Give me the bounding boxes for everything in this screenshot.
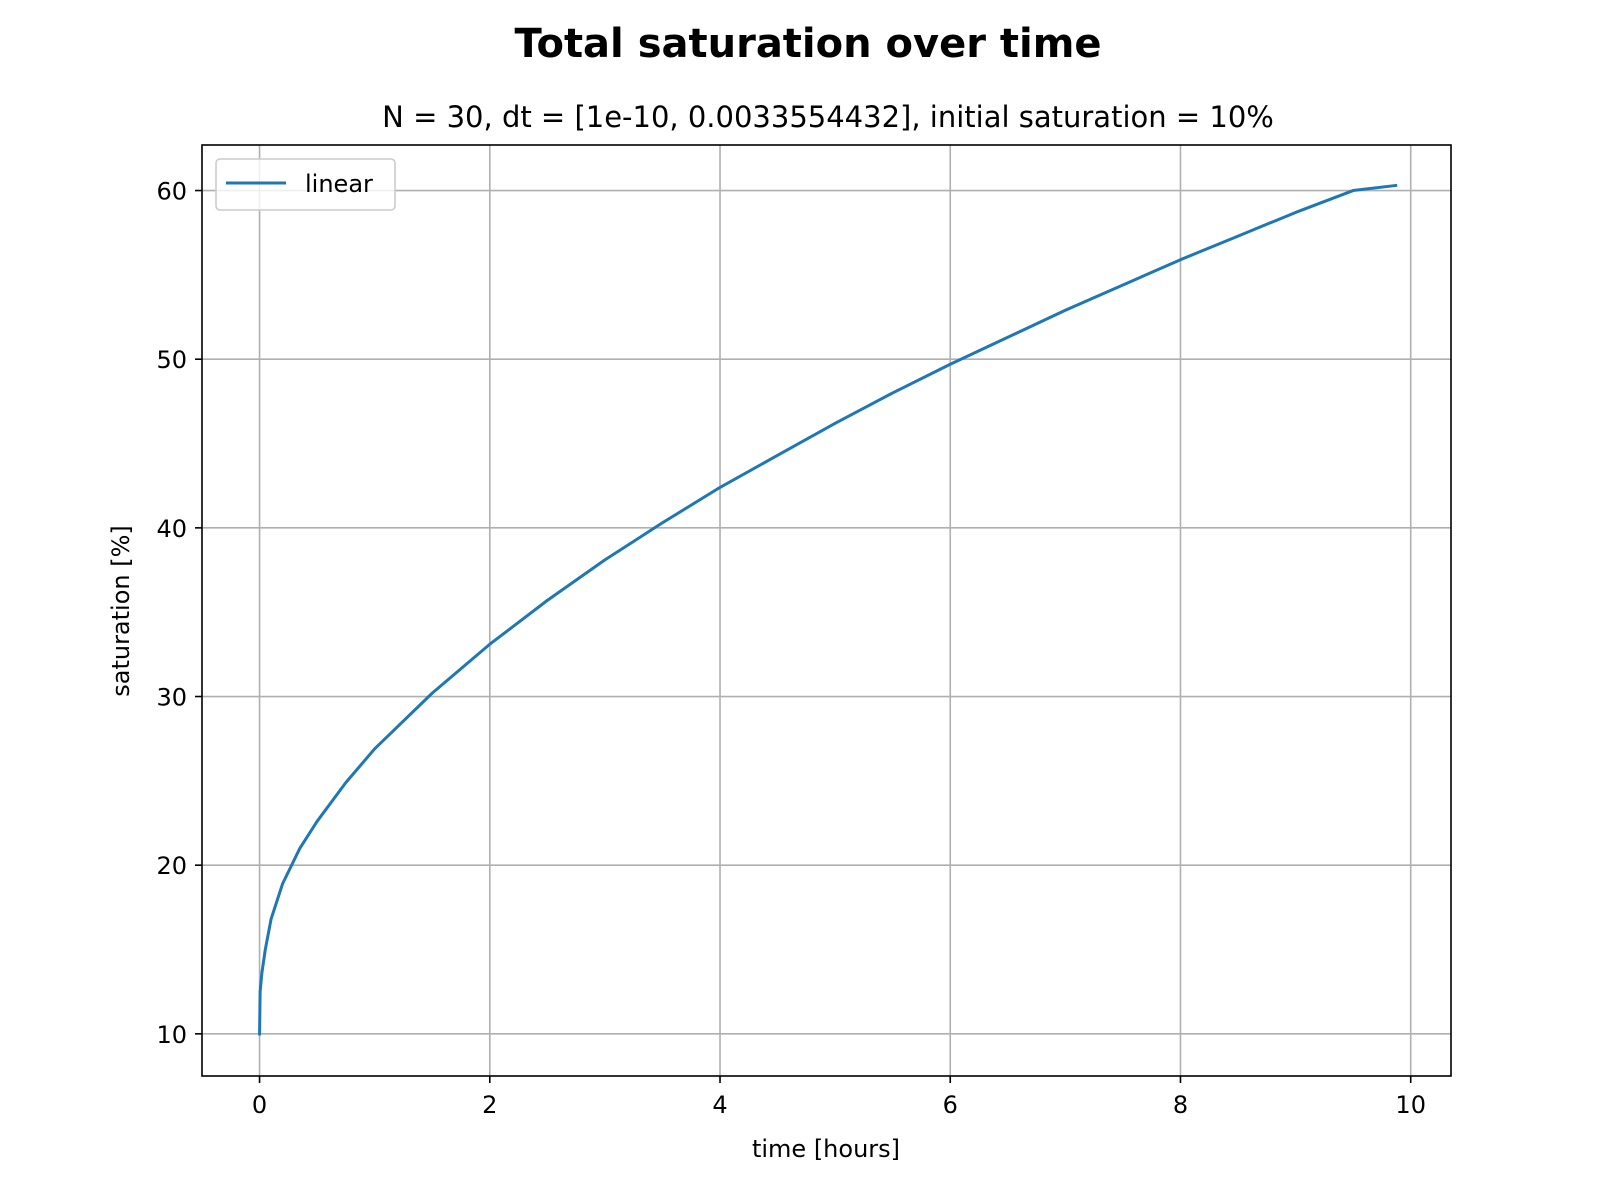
axis-ticks: 0 2 4 6 8 10 10 20 30 40 50 60 bbox=[156, 178, 1426, 1119]
x-tick-label: 10 bbox=[1395, 1091, 1426, 1119]
x-tick-label: 8 bbox=[1173, 1091, 1188, 1119]
x-tick-label: 2 bbox=[482, 1091, 497, 1119]
y-tick-label: 60 bbox=[156, 178, 187, 206]
legend: linear bbox=[215, 158, 396, 211]
grid bbox=[202, 145, 1451, 1076]
chart-subtitle: N = 30, dt = [1e-10, 0.0033554432], init… bbox=[382, 100, 1274, 134]
legend-box bbox=[215, 158, 396, 211]
y-tick-label: 10 bbox=[156, 1021, 187, 1049]
x-tick-label: 0 bbox=[252, 1091, 267, 1119]
y-axis-label: saturation [%] bbox=[107, 525, 135, 697]
x-tick-label: 4 bbox=[712, 1091, 727, 1119]
y-tick-label: 30 bbox=[156, 684, 187, 712]
series-layer bbox=[258, 183, 1398, 1036]
series-line-linear bbox=[258, 183, 1398, 1036]
chart-title: Total saturation over time bbox=[514, 21, 1101, 67]
x-axis-label: time [hours] bbox=[752, 1135, 900, 1163]
plot-frame bbox=[201, 144, 1452, 1077]
y-tick-label: 40 bbox=[156, 515, 187, 543]
y-tick-label: 20 bbox=[156, 852, 187, 880]
y-tick-label: 50 bbox=[156, 346, 187, 374]
legend-label-linear: linear bbox=[305, 170, 373, 198]
x-tick-label: 6 bbox=[943, 1091, 958, 1119]
